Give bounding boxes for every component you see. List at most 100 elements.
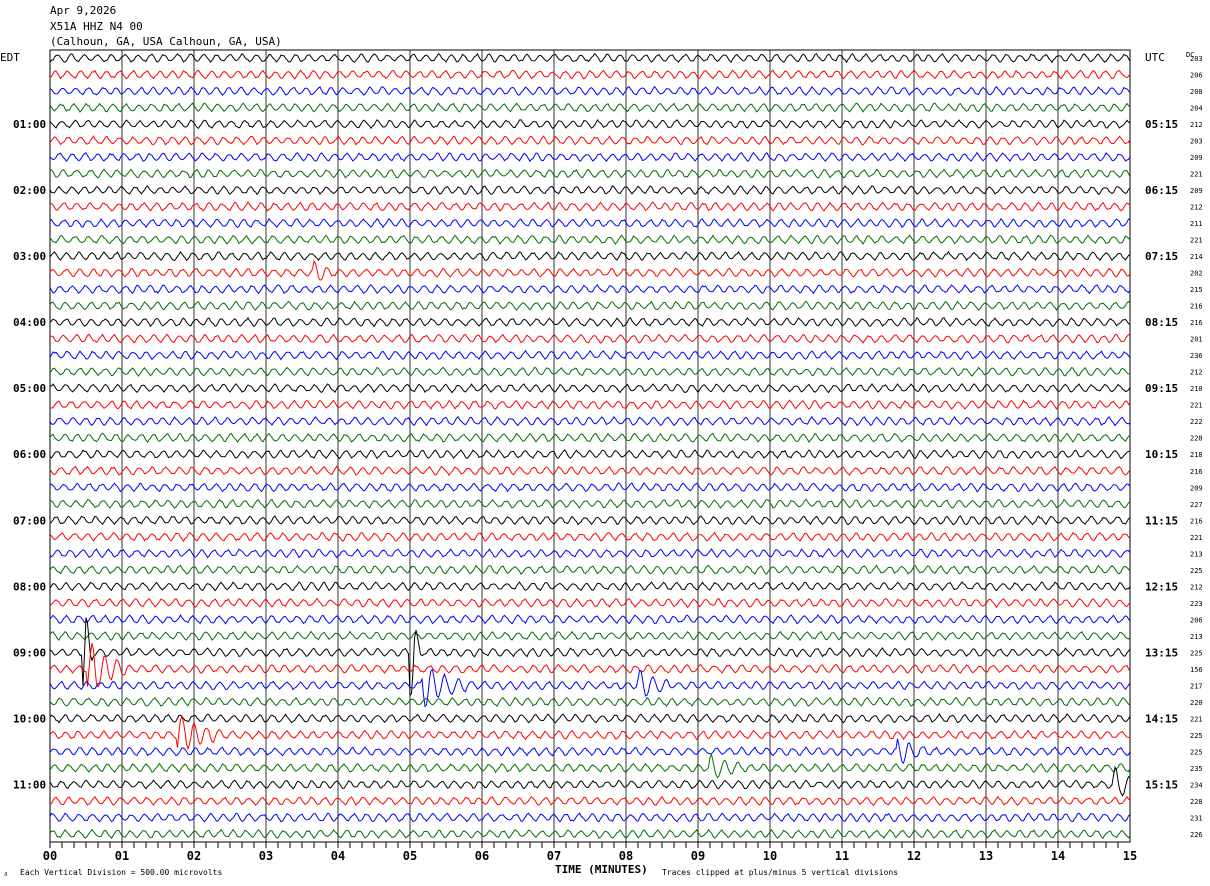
dc-offset-label: 211 xyxy=(1190,220,1203,228)
dc-offset-label: 235 xyxy=(1190,765,1203,773)
x-tick-label: 06 xyxy=(475,849,489,863)
seismic-trace xyxy=(50,382,1131,394)
dc-offset-label: 210 xyxy=(1190,385,1203,393)
dc-offset-label: 212 xyxy=(1190,583,1203,591)
seismic-trace xyxy=(49,234,1131,245)
x-tick-label: 00 xyxy=(43,849,57,863)
seismic-trace xyxy=(49,613,1131,625)
x-tick-label: 08 xyxy=(619,849,633,863)
seismic-trace xyxy=(49,597,1131,609)
dc-offset-label: 226 xyxy=(1190,831,1203,839)
seismic-trace xyxy=(49,696,1131,707)
x-tick-label: 12 xyxy=(907,849,921,863)
seismic-trace xyxy=(49,548,1131,559)
seismic-trace xyxy=(49,432,1131,444)
dc-offset-label: 209 xyxy=(1190,154,1203,162)
seismic-trace xyxy=(49,738,1131,764)
seismic-trace xyxy=(49,581,1131,592)
dc-offset-label: 221 xyxy=(1190,402,1203,410)
dc-offset-label: 202 xyxy=(1190,270,1203,278)
seismic-trace xyxy=(49,349,1131,361)
dc-offset-label: 225 xyxy=(1190,732,1203,740)
dc-offset-label: 225 xyxy=(1190,649,1203,657)
dc-offset-label: 201 xyxy=(1190,336,1203,344)
dc-offset-label: 203 xyxy=(1190,55,1203,63)
seismic-trace xyxy=(49,201,1131,212)
seismic-trace xyxy=(49,85,1131,97)
clip-note: Traces clipped at plus/minus 5 vertical … xyxy=(662,868,898,877)
edt-hour-label: 01:00 xyxy=(13,118,46,131)
seismic-trace xyxy=(49,415,1131,427)
x-tick-label: 15 xyxy=(1123,849,1137,863)
seismic-trace xyxy=(49,465,1131,476)
seismic-trace xyxy=(49,642,1131,688)
date-label: Apr 9,2026 xyxy=(50,4,117,17)
utc-hour-label: 06:15 xyxy=(1145,184,1178,197)
dc-offset-label: 212 xyxy=(1190,121,1203,129)
dc-offset-label: 221 xyxy=(1190,534,1203,542)
seismic-trace xyxy=(49,669,1131,708)
seismic-trace xyxy=(49,498,1131,509)
seismic-trace xyxy=(49,52,1131,64)
utc-label: UTC xyxy=(1145,51,1165,64)
edt-hour-label: 07:00 xyxy=(13,514,46,527)
edt-hour-label: 04:00 xyxy=(13,316,46,329)
seismic-trace xyxy=(49,300,1131,311)
dc-offset-label: 227 xyxy=(1190,501,1203,509)
seismic-trace xyxy=(49,795,1131,807)
logo-mark: ∂ xyxy=(4,871,8,878)
edt-hour-label: 03:00 xyxy=(13,250,46,263)
x-tick-label: 03 xyxy=(259,849,273,863)
seismic-trace xyxy=(49,333,1131,344)
seismic-trace xyxy=(49,118,1131,130)
seismic-trace xyxy=(49,399,1131,410)
seismic-trace xyxy=(49,366,1131,377)
dc-offset-label: 204 xyxy=(1190,105,1203,113)
dc-offset-label: 213 xyxy=(1190,550,1203,558)
utc-hour-label: 11:15 xyxy=(1145,514,1178,527)
dc-offset-label: 217 xyxy=(1190,682,1203,690)
seismic-trace xyxy=(49,531,1131,543)
x-tick-label: 04 xyxy=(331,849,345,863)
x-tick-label: 07 xyxy=(547,849,561,863)
edt-label: EDT xyxy=(0,51,20,64)
x-tick-label: 14 xyxy=(1051,849,1065,863)
utc-hour-label: 10:15 xyxy=(1145,448,1178,461)
dc-offset-label: 231 xyxy=(1190,814,1203,822)
seismic-trace xyxy=(49,713,1131,724)
dc-offset-label: 225 xyxy=(1190,567,1203,575)
seismic-trace xyxy=(49,812,1131,823)
edt-hour-label: 05:00 xyxy=(13,382,46,395)
seismic-trace xyxy=(49,714,1130,751)
x-tick-label: 09 xyxy=(691,849,705,863)
dc-label: DC xyxy=(1186,51,1194,59)
plot-frame xyxy=(49,49,1131,843)
seismic-trace xyxy=(49,168,1131,179)
dc-offset-label: 212 xyxy=(1190,204,1203,212)
dc-offset-label: 236 xyxy=(1190,352,1203,360)
dc-offset-label: 156 xyxy=(1190,666,1203,674)
utc-hour-label: 08:15 xyxy=(1145,316,1178,329)
seismic-trace xyxy=(49,316,1131,328)
x-tick-label: 05 xyxy=(403,849,417,863)
x-axis-title: TIME (MINUTES) xyxy=(555,863,648,876)
seismic-trace xyxy=(49,482,1131,493)
seismic-trace xyxy=(49,135,1131,146)
dc-offset-label: 209 xyxy=(1190,187,1203,195)
edt-hour-label: 10:00 xyxy=(13,712,46,725)
utc-hour-label: 07:15 xyxy=(1145,250,1178,263)
utc-hour-label: 13:15 xyxy=(1145,646,1178,659)
dc-offset-label: 213 xyxy=(1190,633,1203,641)
utc-hour-label: 05:15 xyxy=(1145,118,1178,131)
edt-hour-label: 02:00 xyxy=(13,184,46,197)
seismic-trace xyxy=(49,217,1131,229)
dc-offset-label: 216 xyxy=(1190,303,1203,311)
dc-offset-label: 234 xyxy=(1190,781,1203,789)
dc-offset-label: 206 xyxy=(1190,72,1203,80)
dc-offset-label: 218 xyxy=(1190,451,1203,459)
utc-hour-label: 09:15 xyxy=(1145,382,1178,395)
seismic-trace xyxy=(49,185,1131,196)
seismic-trace xyxy=(49,69,1131,80)
